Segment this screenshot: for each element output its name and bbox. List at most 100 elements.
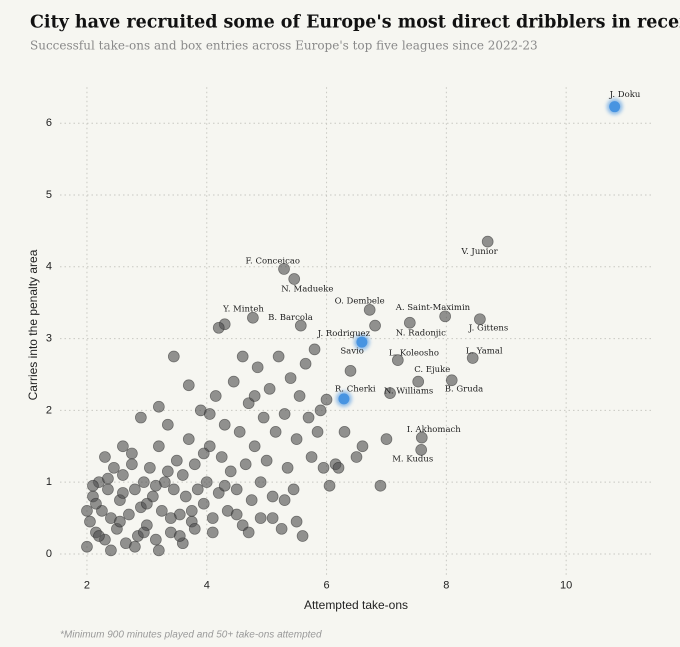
point <box>117 469 129 481</box>
highlight-point <box>338 393 350 405</box>
point <box>90 497 102 510</box>
point <box>247 311 259 324</box>
point <box>152 544 165 557</box>
point <box>197 447 210 460</box>
point-label: B. Gruda <box>445 385 484 395</box>
x-tick-label: 10 <box>560 579 572 591</box>
point <box>117 487 129 499</box>
point <box>218 479 231 492</box>
point <box>233 426 246 438</box>
point <box>290 515 303 528</box>
point-label: C. Ejuke <box>414 365 450 375</box>
point <box>445 374 458 387</box>
point-label: M. Kudus <box>392 454 433 464</box>
y-tick-label: 6 <box>46 117 52 129</box>
point <box>230 508 243 521</box>
point <box>257 411 270 424</box>
point <box>167 483 180 496</box>
point <box>288 273 301 285</box>
point <box>415 444 428 456</box>
y-tick-label: 3 <box>46 332 52 344</box>
point <box>380 433 393 445</box>
y-tick-label: 1 <box>46 476 52 488</box>
point <box>179 490 192 503</box>
point <box>117 440 129 453</box>
point <box>188 458 201 471</box>
point <box>138 476 150 489</box>
point <box>129 483 141 496</box>
point <box>299 357 312 370</box>
point <box>108 461 120 474</box>
highlight-point <box>356 336 368 348</box>
point <box>81 540 93 553</box>
y-tick-label: 2 <box>46 404 52 416</box>
y-tick-label: 5 <box>46 189 52 201</box>
point <box>391 354 404 366</box>
point <box>281 461 294 474</box>
x-tick-label: 6 <box>323 579 329 591</box>
point <box>344 365 357 377</box>
point <box>251 361 264 374</box>
point <box>266 490 279 503</box>
point <box>239 458 252 471</box>
point <box>149 533 162 546</box>
y-tick-label: 4 <box>46 261 52 273</box>
point <box>218 418 231 431</box>
point <box>135 411 147 424</box>
point-label: V. Junior <box>460 247 498 257</box>
point <box>481 235 494 248</box>
chart-title: City have recruited some of Europe's mos… <box>30 13 680 33</box>
point <box>138 526 150 539</box>
x-axis-label: Attempted take-ons <box>304 598 408 612</box>
point <box>323 479 336 492</box>
point <box>439 310 452 323</box>
point <box>129 540 141 553</box>
point <box>356 440 369 453</box>
point <box>269 426 282 438</box>
point <box>248 440 261 453</box>
point <box>308 343 321 356</box>
point <box>284 372 297 384</box>
point <box>314 404 327 417</box>
point <box>161 418 174 431</box>
point-label: N. Madueke <box>281 284 333 294</box>
point <box>191 483 204 496</box>
point <box>245 494 258 506</box>
point <box>197 497 210 510</box>
point <box>200 476 213 489</box>
point <box>254 476 267 489</box>
point <box>384 387 396 399</box>
point <box>114 515 126 528</box>
point <box>248 390 261 402</box>
point <box>105 544 117 557</box>
point-label: J. Gittens <box>468 324 508 334</box>
point <box>311 426 324 438</box>
point <box>278 408 291 420</box>
point <box>206 512 219 524</box>
point <box>260 454 273 467</box>
point <box>126 447 138 460</box>
point-label: B. Barcola <box>268 313 313 323</box>
point <box>185 505 198 517</box>
point <box>317 461 330 474</box>
point-label: Savio <box>340 347 364 357</box>
point <box>363 304 376 316</box>
point-label: L. Yamal <box>466 346 503 356</box>
point <box>87 479 99 492</box>
point <box>206 526 219 539</box>
point <box>93 530 105 542</box>
point <box>161 465 174 478</box>
point <box>412 375 425 388</box>
point-label: J. Rodriguez <box>317 329 371 339</box>
chart-subtitle: Successful take-ons and box entries acro… <box>30 39 538 53</box>
point <box>272 350 285 363</box>
point <box>332 461 345 474</box>
point <box>149 479 162 492</box>
point <box>182 433 195 445</box>
point-label: Y. Minteh <box>222 304 264 314</box>
point <box>305 451 318 463</box>
point <box>374 479 387 492</box>
point <box>278 494 291 506</box>
point <box>294 319 307 332</box>
point-label: N. Williams <box>384 387 433 397</box>
